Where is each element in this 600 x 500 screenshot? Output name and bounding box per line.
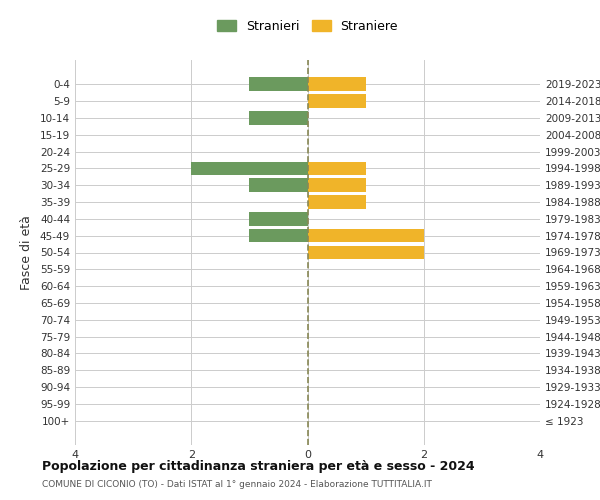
Bar xyxy=(250,78,308,91)
Y-axis label: Fasce di età: Fasce di età xyxy=(20,215,33,290)
Bar xyxy=(308,229,424,242)
Text: COMUNE DI CICONIO (TO) - Dati ISTAT al 1° gennaio 2024 - Elaborazione TUTTITALIA: COMUNE DI CICONIO (TO) - Dati ISTAT al 1… xyxy=(42,480,432,489)
Bar xyxy=(250,229,308,242)
Legend: Stranieri, Straniere: Stranieri, Straniere xyxy=(213,16,402,36)
Bar xyxy=(308,178,365,192)
Bar xyxy=(250,111,308,124)
Bar xyxy=(191,162,308,175)
Bar xyxy=(308,162,365,175)
Bar xyxy=(308,78,365,91)
Bar xyxy=(308,246,424,259)
Bar xyxy=(250,212,308,226)
Text: Popolazione per cittadinanza straniera per età e sesso - 2024: Popolazione per cittadinanza straniera p… xyxy=(42,460,475,473)
Bar xyxy=(308,196,365,209)
Bar xyxy=(250,178,308,192)
Bar xyxy=(308,94,365,108)
